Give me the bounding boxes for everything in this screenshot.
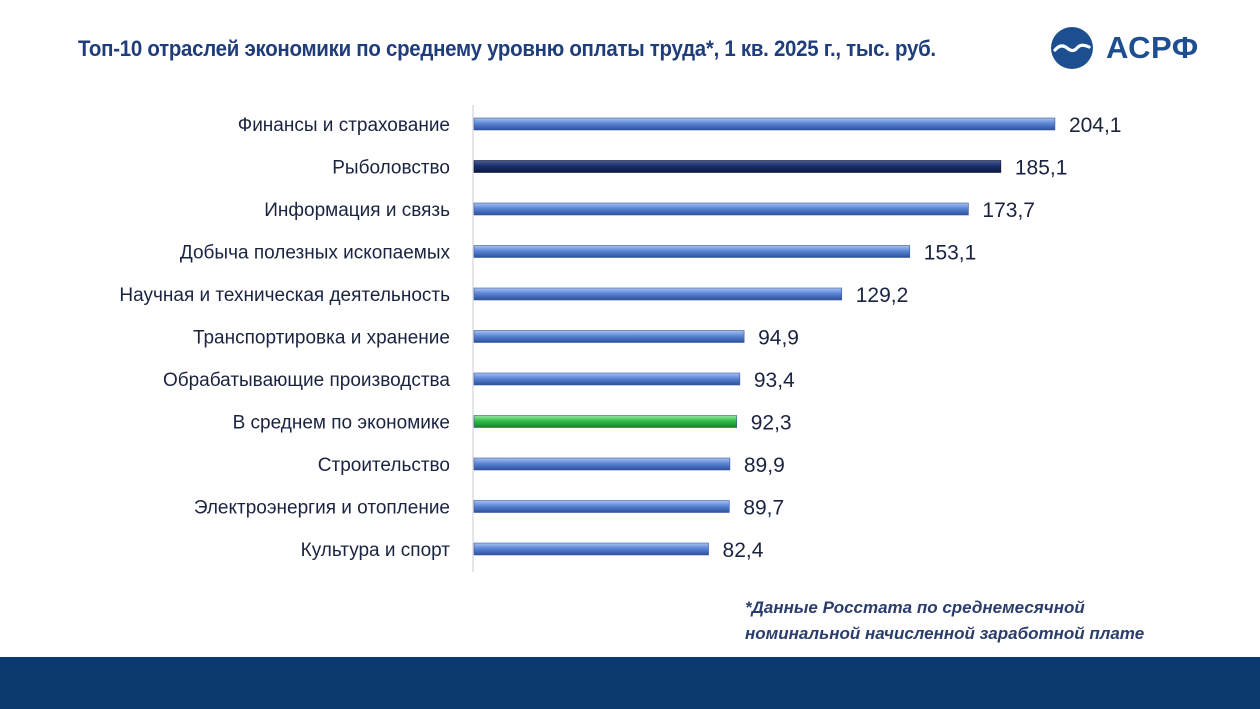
- bar-default: [473, 542, 709, 556]
- bars-layer: Финансы и страхование 204,1 Рыболовство 185…: [119, 114, 1121, 562]
- logo-text: АСРФ: [1106, 30, 1199, 65]
- value-label: 153,1: [924, 242, 977, 265]
- category-label: Рыболовство: [332, 158, 450, 179]
- value-label: 92,3: [751, 412, 792, 435]
- category-label: Финансы и страхование: [238, 115, 450, 136]
- value-label: 89,7: [743, 497, 784, 520]
- bar-chart: Финансы и страхование 204,1 Рыболовство 185…: [119, 105, 1122, 572]
- footnote-line-2: номинальной начисленной заработной плате: [745, 624, 1145, 643]
- bar-default: [473, 202, 969, 216]
- category-label: Электроэнергия и отопление: [194, 498, 450, 519]
- category-label: Добыча полезных ископаемых: [180, 243, 451, 264]
- category-label: Культура и спорт: [301, 540, 451, 561]
- value-label: 94,9: [758, 327, 799, 350]
- value-label: 82,4: [723, 539, 764, 562]
- category-label: Информация и связь: [264, 200, 450, 221]
- footnote-line-1: *Данные Росстата по среднемесячной: [745, 598, 1085, 617]
- footnote: *Данные Росстата по среднемесячной номин…: [745, 595, 1144, 647]
- category-label: Строительство: [318, 455, 450, 476]
- value-label: 173,7: [982, 199, 1035, 222]
- category-label: Обрабатывающие производства: [163, 370, 450, 391]
- value-label: 204,1: [1069, 114, 1122, 137]
- bar-default: [473, 372, 741, 386]
- page-title: Топ-10 отраслей экономики по среднему ур…: [78, 36, 936, 61]
- bar-average: [473, 415, 738, 428]
- bar-default: [473, 330, 745, 343]
- bar-default: [473, 457, 731, 471]
- category-label: Транспортировка и хранение: [193, 328, 450, 349]
- bar-default: [473, 500, 730, 513]
- bar-default: [473, 287, 843, 301]
- value-label: 129,2: [856, 284, 909, 307]
- footer-bar: [0, 657, 1260, 709]
- bar-default: [473, 245, 911, 258]
- category-label: Научная и техническая деятельность: [119, 285, 450, 306]
- wave-circle-icon: [1051, 27, 1093, 69]
- value-label: 93,4: [754, 369, 795, 392]
- logo: АСРФ: [1050, 26, 1199, 70]
- value-label: 185,1: [1015, 157, 1068, 180]
- value-label: 89,9: [744, 454, 785, 477]
- category-label: В среднем по экономике: [233, 413, 450, 434]
- bar-highlight: [473, 160, 1002, 173]
- bar-default: [473, 117, 1056, 131]
